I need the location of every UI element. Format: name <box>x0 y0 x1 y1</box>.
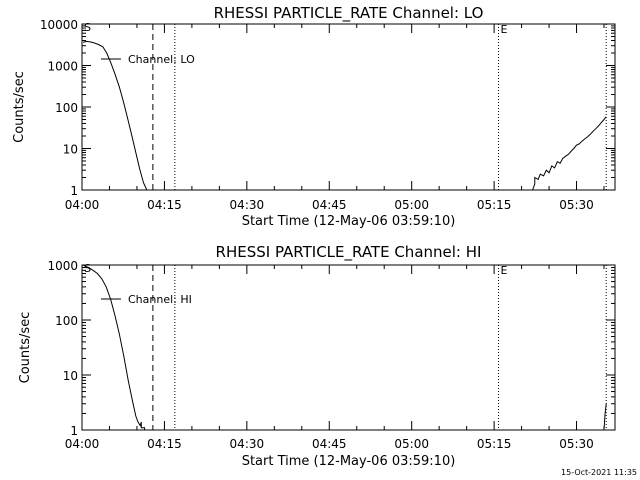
x-tick-label: 05:30 <box>559 437 594 451</box>
y-tick-label: 1000 <box>47 259 78 273</box>
x-tick-label: 04:15 <box>147 198 182 212</box>
x-tick-label: 05:30 <box>559 198 594 212</box>
series-line <box>82 264 146 430</box>
x-tick-label: 05:15 <box>477 198 512 212</box>
x-axis-label: Start Time (12-May-06 03:59:10) <box>242 214 456 229</box>
x-axis-label: Start Time (12-May-06 03:59:10) <box>242 454 456 469</box>
series-line <box>532 116 607 191</box>
x-tick-label: 04:30 <box>230 198 265 212</box>
end-marker: E <box>501 264 508 277</box>
start-marker: S <box>84 21 91 34</box>
y-axis-label: Counts/sec <box>12 71 27 143</box>
chart-title: RHESSI PARTICLE_RATE Channel: LO <box>214 4 484 23</box>
chart-panel-hi: RHESSI PARTICLE_RATE Channel: HI 04:00 04:… <box>18 243 616 469</box>
x-tick-label: 04:15 <box>147 437 182 451</box>
plot-frame <box>81 23 616 191</box>
x-tick-label: 04:30 <box>230 437 265 451</box>
x-tick-label: 05:00 <box>394 437 429 451</box>
y-tick-label: 10000 <box>40 18 78 32</box>
x-tick-label: 05:00 <box>394 198 429 212</box>
y-tick-label: 1 <box>70 184 78 198</box>
y-axis-label: Counts/sec <box>18 312 33 384</box>
x-tick-label: 04:45 <box>312 198 347 212</box>
y-tick-label: 100 <box>55 314 78 328</box>
start-marker: S <box>84 262 91 275</box>
chart-title: RHESSI PARTICLE_RATE Channel: HI <box>216 243 482 262</box>
y-tick-label: 100 <box>55 101 78 115</box>
legend-label: Channel: HI <box>128 293 192 306</box>
end-marker: E <box>501 23 508 36</box>
y-tick-label: 1000 <box>47 60 78 74</box>
y-tick-label: 10 <box>63 369 78 383</box>
series-line <box>603 403 607 431</box>
footer-timestamp: 15-Oct-2021 11:35 <box>561 468 637 477</box>
chart-panel-lo: RHESSI PARTICLE_RATE Channel: LO 04:00 04:… <box>12 4 616 229</box>
x-tick-label: 04:00 <box>65 437 100 451</box>
y-tick-label: 1 <box>70 424 78 438</box>
plot-frame <box>81 264 616 431</box>
y-tick-label: 10 <box>63 143 78 157</box>
x-tick-label: 04:45 <box>312 437 347 451</box>
x-tick-label: 04:00 <box>65 198 100 212</box>
x-tick-label: 05:15 <box>477 437 512 451</box>
legend-label: Channel: LO <box>128 53 195 66</box>
series-line <box>82 40 148 191</box>
